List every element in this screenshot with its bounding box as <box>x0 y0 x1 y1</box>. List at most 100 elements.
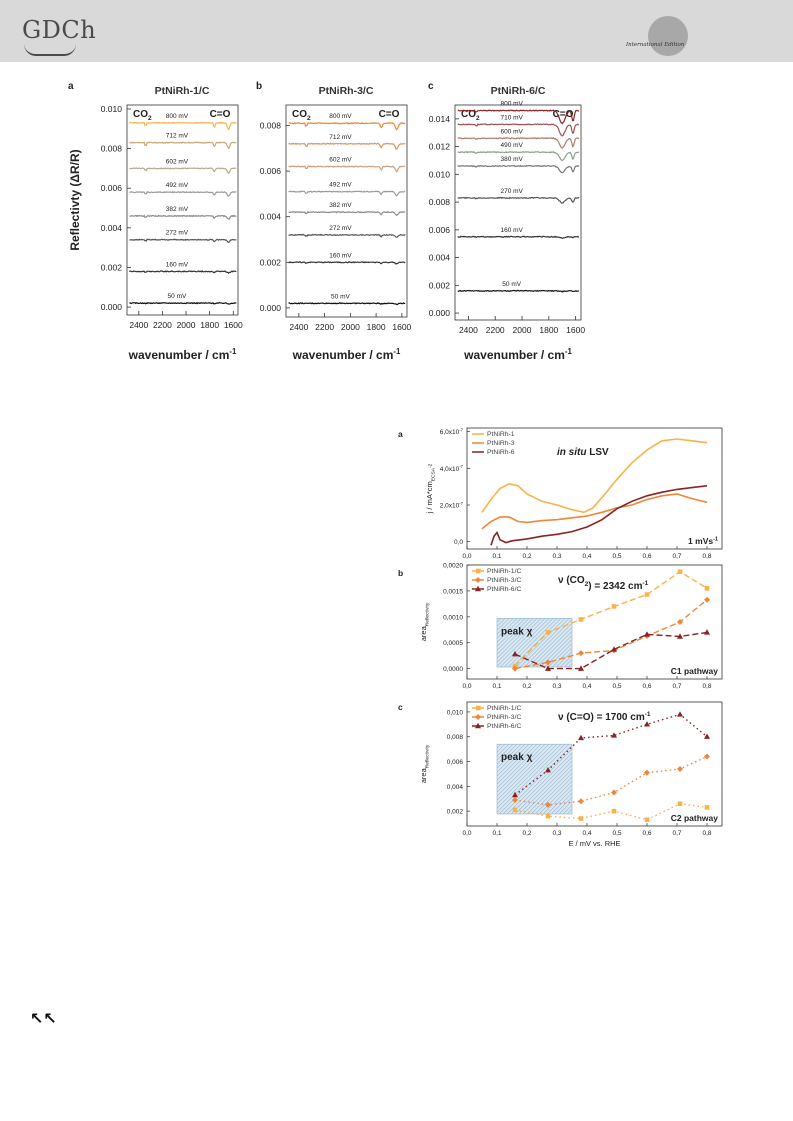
x-tick-label: 2000 <box>341 322 360 332</box>
hatch-line <box>496 743 550 797</box>
peak-chi-label: peak χ <box>501 626 533 637</box>
y-tick-label: 0.008 <box>429 197 451 207</box>
legend-marker <box>475 714 481 720</box>
potential-label: 710 mV <box>500 114 523 121</box>
data-point-diamond <box>704 753 710 760</box>
hatch-line <box>512 618 562 668</box>
y-tick-label: 0.006 <box>101 183 123 193</box>
x-axis-title: wavenumber / cm-1 <box>463 347 572 362</box>
x-tick-label: 0,2 <box>522 553 531 560</box>
hatch-line <box>554 796 573 815</box>
potential-label: 272 mV <box>329 225 352 232</box>
hatch-line <box>562 804 573 815</box>
panel-letter: c <box>398 702 403 712</box>
data-point-triangle <box>677 633 683 639</box>
data-point-diamond <box>704 596 710 603</box>
scan-rate-annotation-part: -1 <box>713 537 718 543</box>
panel-title: PtNiRh-6/C <box>491 85 546 97</box>
spectrum-line <box>129 301 237 305</box>
y-tick-label: 0,010 <box>447 709 464 716</box>
co2-band-label-part: 2 <box>307 115 311 122</box>
data-point-diamond <box>644 769 650 776</box>
data-point-triangle <box>644 721 650 727</box>
legend-marker <box>475 722 481 729</box>
spectrum-line <box>288 233 406 238</box>
y-axis-title-part: ECSA <box>430 467 436 481</box>
panel-letter: b <box>256 81 262 92</box>
potential-label: 800 mV <box>166 113 189 120</box>
gdch-logo-swoosh <box>24 44 76 56</box>
hatch-line <box>546 788 573 815</box>
chart-title-italic: in situ <box>557 447 586 458</box>
y-tick-label: 0.006 <box>260 166 282 176</box>
data-point-triangle <box>545 767 551 773</box>
data-point-square <box>611 808 617 814</box>
hatch-line <box>570 812 573 815</box>
data-point-diamond <box>677 619 683 625</box>
series-line <box>490 485 708 546</box>
x-tick-label: 1600 <box>392 322 411 332</box>
plot-frame <box>454 104 582 321</box>
y-tick-label: 0.006 <box>429 225 451 235</box>
y-axis-title-part: area <box>419 625 428 641</box>
chart-title-part: -1 <box>643 580 649 587</box>
chart-title-part: ν (C=O) = 1700 cm <box>558 712 645 723</box>
hatch-line <box>550 792 573 815</box>
y-tick-label: 0.004 <box>101 223 123 233</box>
x-tick-label: 0,2 <box>522 683 531 690</box>
y-tick-label: 0,004 <box>447 784 464 791</box>
hatch-line <box>514 756 573 815</box>
legend-label: PtNiRh-3/C <box>487 714 521 721</box>
plot-frame <box>285 104 408 318</box>
data-point-square <box>644 817 650 823</box>
data-point-triangle <box>704 733 710 739</box>
hatch-line <box>496 743 534 781</box>
hatch-line <box>496 743 510 757</box>
potential-label: 712 mV <box>329 134 352 141</box>
peak-chi-label: peak χ <box>501 752 533 763</box>
shared-x-axis-title: E / mV vs. RHE <box>568 839 620 848</box>
panel-title: PtNiRh-1/C <box>155 85 210 97</box>
spectrum-line <box>288 190 406 197</box>
chart-title: ν (C=O) = 1700 cm-1 <box>558 711 651 723</box>
legend-marker <box>475 577 481 583</box>
y-tick-label-part: 2,0x10 <box>440 503 460 510</box>
x-tick-label: 0,7 <box>672 553 681 560</box>
y-tick-label: 0.002 <box>260 257 282 267</box>
back-to-top-arrows[interactable]: ↖↖ <box>30 1009 57 1028</box>
chart-title-part: ) = 2342 cm <box>588 581 642 592</box>
x-tick-label: 0,6 <box>642 830 651 837</box>
hatch-line <box>496 743 554 801</box>
co2-band-label: CO2 <box>461 109 480 122</box>
potential-label: 382 mV <box>329 202 352 209</box>
potential-label: 600 mV <box>500 128 523 135</box>
hatch-line <box>528 623 573 668</box>
data-point-diamond <box>545 659 551 666</box>
data-point-square <box>545 813 551 819</box>
data-point-diamond <box>512 665 518 672</box>
x-tick-label: 1800 <box>539 325 558 335</box>
hatch-line <box>548 643 573 668</box>
hatch-line <box>536 631 573 668</box>
hatch-line <box>496 743 542 789</box>
data-point-triangle <box>512 791 518 798</box>
pathway-annotation: C2 pathway <box>671 813 719 823</box>
data-point-square <box>578 617 584 622</box>
legend-label: PtNiRh-6/C <box>487 723 521 730</box>
x-tick-label: 1600 <box>224 320 243 330</box>
spectrum-line <box>129 214 237 220</box>
x-axis-title-part: wavenumber / cm <box>128 348 230 362</box>
hatch-line <box>558 800 573 815</box>
spectrum-line <box>288 142 406 150</box>
hatch-line <box>552 647 573 668</box>
y-tick-label: 0.000 <box>260 303 282 313</box>
data-point-triangle <box>704 629 710 635</box>
data-point-diamond <box>677 765 683 772</box>
hatch-line <box>522 764 573 815</box>
hatch-line <box>520 618 570 668</box>
y-tick-label: 0,0000 <box>443 666 463 673</box>
x-tick-label: 2400 <box>459 325 478 335</box>
y-tick-label: 0,0005 <box>443 640 463 647</box>
legend-label: PtNiRh-1/C <box>487 568 521 575</box>
data-point-square <box>512 807 518 813</box>
